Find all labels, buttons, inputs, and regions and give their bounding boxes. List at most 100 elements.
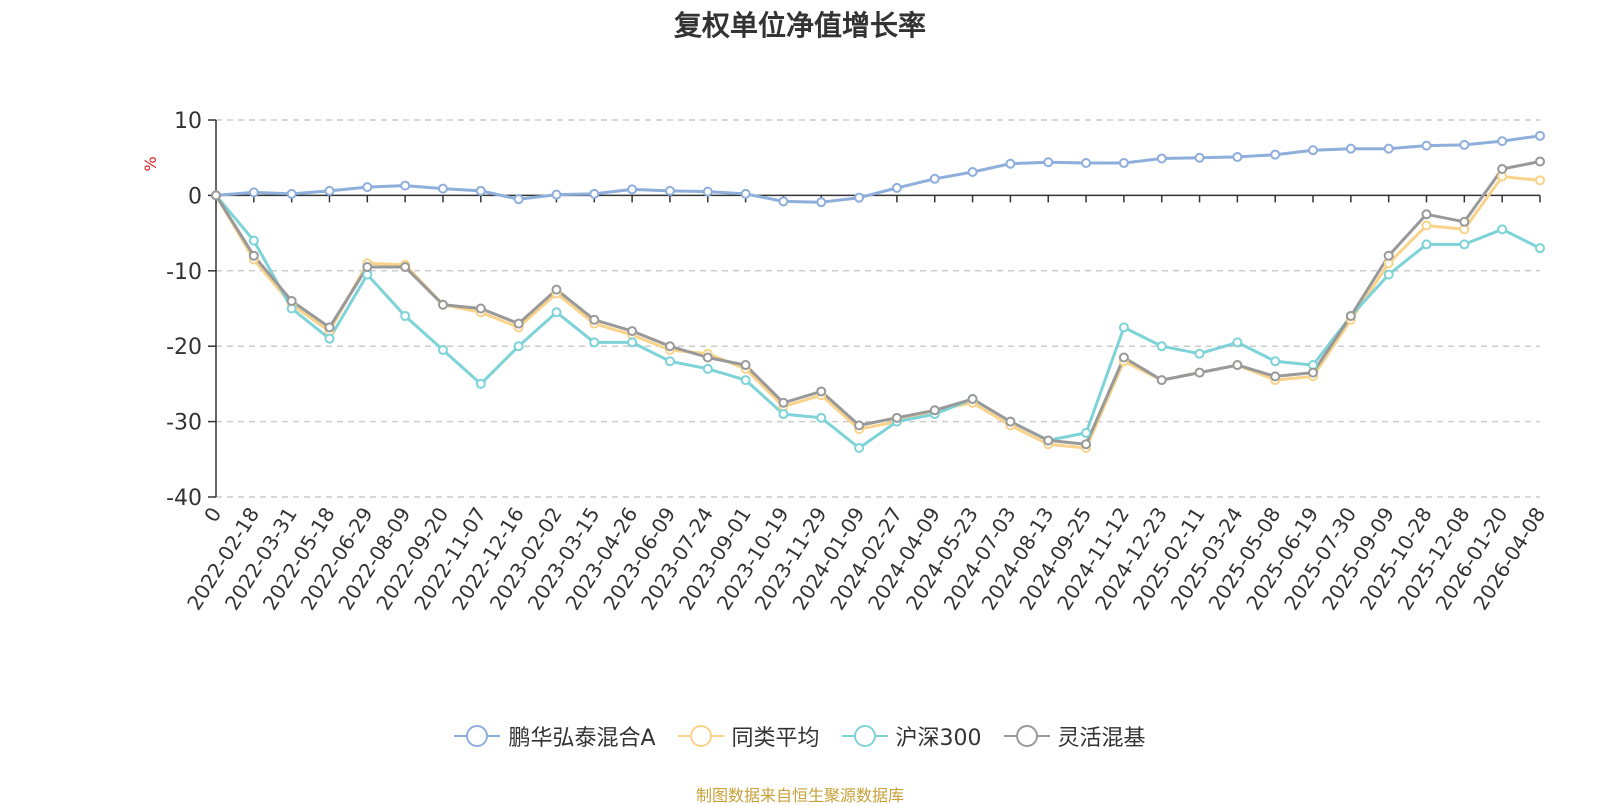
data-point	[1156, 375, 1167, 386]
data-point	[286, 188, 297, 199]
data-point	[1118, 157, 1129, 168]
data-point	[1535, 243, 1545, 254]
legend-line-marker-icon	[1003, 725, 1050, 747]
y-tick-label: 10	[174, 109, 202, 134]
data-point	[778, 397, 789, 408]
x-tick-label: 0	[199, 503, 226, 527]
data-point	[362, 262, 373, 273]
data-point	[1497, 136, 1508, 147]
data-point	[1308, 367, 1319, 378]
axis-layer: 100-10-20-30-4002022-02-182022-03-312022…	[166, 109, 1550, 614]
data-point	[778, 196, 789, 207]
data-point	[740, 360, 751, 371]
legend-label: 灵活混基	[1057, 726, 1146, 751]
data-point	[816, 386, 827, 397]
legend-item-4[interactable]: 灵活混基	[1003, 720, 1146, 752]
data-point	[929, 173, 940, 184]
data-point	[400, 311, 411, 322]
data-point	[627, 326, 638, 337]
data-point	[740, 188, 751, 199]
y-tick-label: -40	[166, 486, 202, 511]
data-point	[854, 192, 865, 203]
data-point	[1043, 435, 1054, 446]
data-point	[1421, 239, 1432, 250]
data-point	[475, 185, 486, 196]
data-point	[1005, 158, 1016, 169]
data-point	[513, 194, 524, 205]
legend-item-3[interactable]: 沪深300	[841, 720, 982, 752]
data-point	[1081, 439, 1092, 450]
data-point	[551, 189, 562, 200]
y-tick-label: -20	[166, 335, 202, 360]
legend: 鹏华弘泰混合A 同类平均 沪深300 灵活混基	[0, 720, 1600, 752]
data-point	[286, 295, 297, 306]
data-point	[1535, 130, 1545, 141]
legend-label: 鹏华弘泰混合A	[508, 726, 656, 751]
data-point	[1459, 139, 1470, 150]
data-point	[589, 337, 600, 348]
data-point	[400, 262, 411, 273]
data-point	[1459, 216, 1470, 227]
data-point	[627, 184, 638, 195]
grid-layer	[216, 119, 1540, 498]
data-point	[1345, 143, 1356, 154]
y-axis-unit-label: %	[141, 156, 160, 171]
data-point	[664, 356, 675, 367]
data-point	[1156, 341, 1167, 352]
y-tick-label: -10	[166, 260, 202, 285]
data-point	[437, 299, 448, 310]
legend-label: 沪深300	[895, 726, 982, 751]
data-point	[1232, 337, 1243, 348]
data-point	[702, 363, 713, 374]
chart-title: 复权单位净值增长率	[673, 9, 926, 42]
source-note: 制图数据来自恒生聚源数据库	[695, 786, 904, 805]
data-point	[929, 405, 940, 416]
data-point	[1156, 153, 1167, 164]
data-point	[1383, 250, 1394, 261]
data-point	[1270, 149, 1281, 160]
data-point	[967, 167, 978, 178]
data-point	[589, 188, 600, 199]
legend-item-1[interactable]: 鹏华弘泰混合A	[454, 720, 656, 752]
series-line-2	[214, 175, 1542, 450]
data-point	[854, 420, 865, 431]
data-point	[1270, 371, 1281, 382]
y-tick-label: -30	[166, 411, 202, 436]
data-point	[400, 180, 411, 191]
legend-line-marker-icon	[677, 725, 724, 747]
data-point	[1232, 360, 1243, 371]
data-point	[1535, 175, 1545, 186]
data-point	[513, 318, 524, 329]
data-point	[1535, 156, 1545, 167]
data-point	[1081, 157, 1092, 168]
legend-label: 同类平均	[731, 726, 820, 751]
data-point	[1459, 239, 1470, 250]
data-point	[248, 235, 259, 246]
legend-line-marker-icon	[454, 725, 501, 747]
data-point	[589, 314, 600, 325]
data-point	[664, 185, 675, 196]
data-point	[1421, 220, 1432, 231]
data-point	[627, 337, 638, 348]
data-point	[778, 409, 789, 420]
data-point	[551, 307, 562, 318]
data-point	[1383, 269, 1394, 280]
data-point	[362, 182, 373, 193]
data-point	[248, 187, 259, 198]
data-point	[664, 341, 675, 352]
data-point	[551, 284, 562, 295]
data-point	[211, 190, 221, 201]
data-point	[475, 303, 486, 314]
data-point	[1497, 164, 1508, 175]
legend-line-marker-icon	[841, 725, 888, 747]
data-point	[1345, 311, 1356, 322]
data-point	[1270, 356, 1281, 367]
data-point	[891, 412, 902, 423]
data-point	[437, 344, 448, 355]
legend-item-2[interactable]: 同类平均	[677, 720, 820, 752]
data-point	[740, 375, 751, 386]
data-point	[1232, 151, 1243, 162]
series-line-1	[214, 134, 1542, 204]
data-point	[1497, 224, 1508, 235]
data-point	[967, 393, 978, 404]
